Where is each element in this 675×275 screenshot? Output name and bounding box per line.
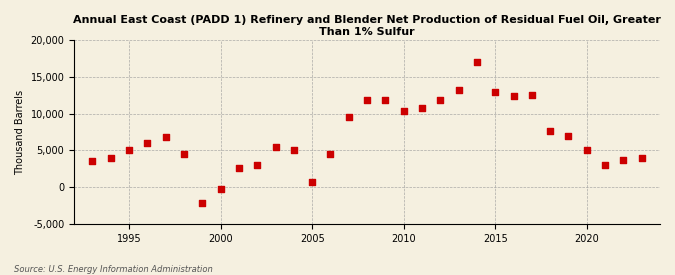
Point [545,129,556,133]
Y-axis label: Thousand Barrels: Thousand Barrels [15,89,25,175]
Point [105,156,116,161]
Point [270,144,281,149]
Point [380,98,391,103]
Point [362,98,373,103]
Point [344,115,354,119]
Point [581,148,592,153]
Point [599,163,610,167]
Point [306,180,317,184]
Point [197,201,208,205]
Point [288,148,299,153]
Point [508,94,519,98]
Point [87,158,98,163]
Point [142,141,153,145]
Point [160,135,171,139]
Point [472,60,483,64]
Title: Annual East Coast (PADD 1) Refinery and Blender Net Production of Residual Fuel : Annual East Coast (PADD 1) Refinery and … [73,15,661,37]
Point [398,108,409,113]
Point [179,152,190,156]
Point [618,158,629,162]
Point [453,88,464,92]
Point [124,148,134,153]
Point [637,156,647,161]
Point [435,98,446,103]
Point [416,106,427,111]
Point [490,90,501,95]
Point [215,186,226,191]
Text: Source: U.S. Energy Information Administration: Source: U.S. Energy Information Administ… [14,265,212,274]
Point [252,163,263,167]
Point [325,152,336,156]
Point [234,166,244,170]
Point [526,92,537,97]
Point [563,133,574,138]
